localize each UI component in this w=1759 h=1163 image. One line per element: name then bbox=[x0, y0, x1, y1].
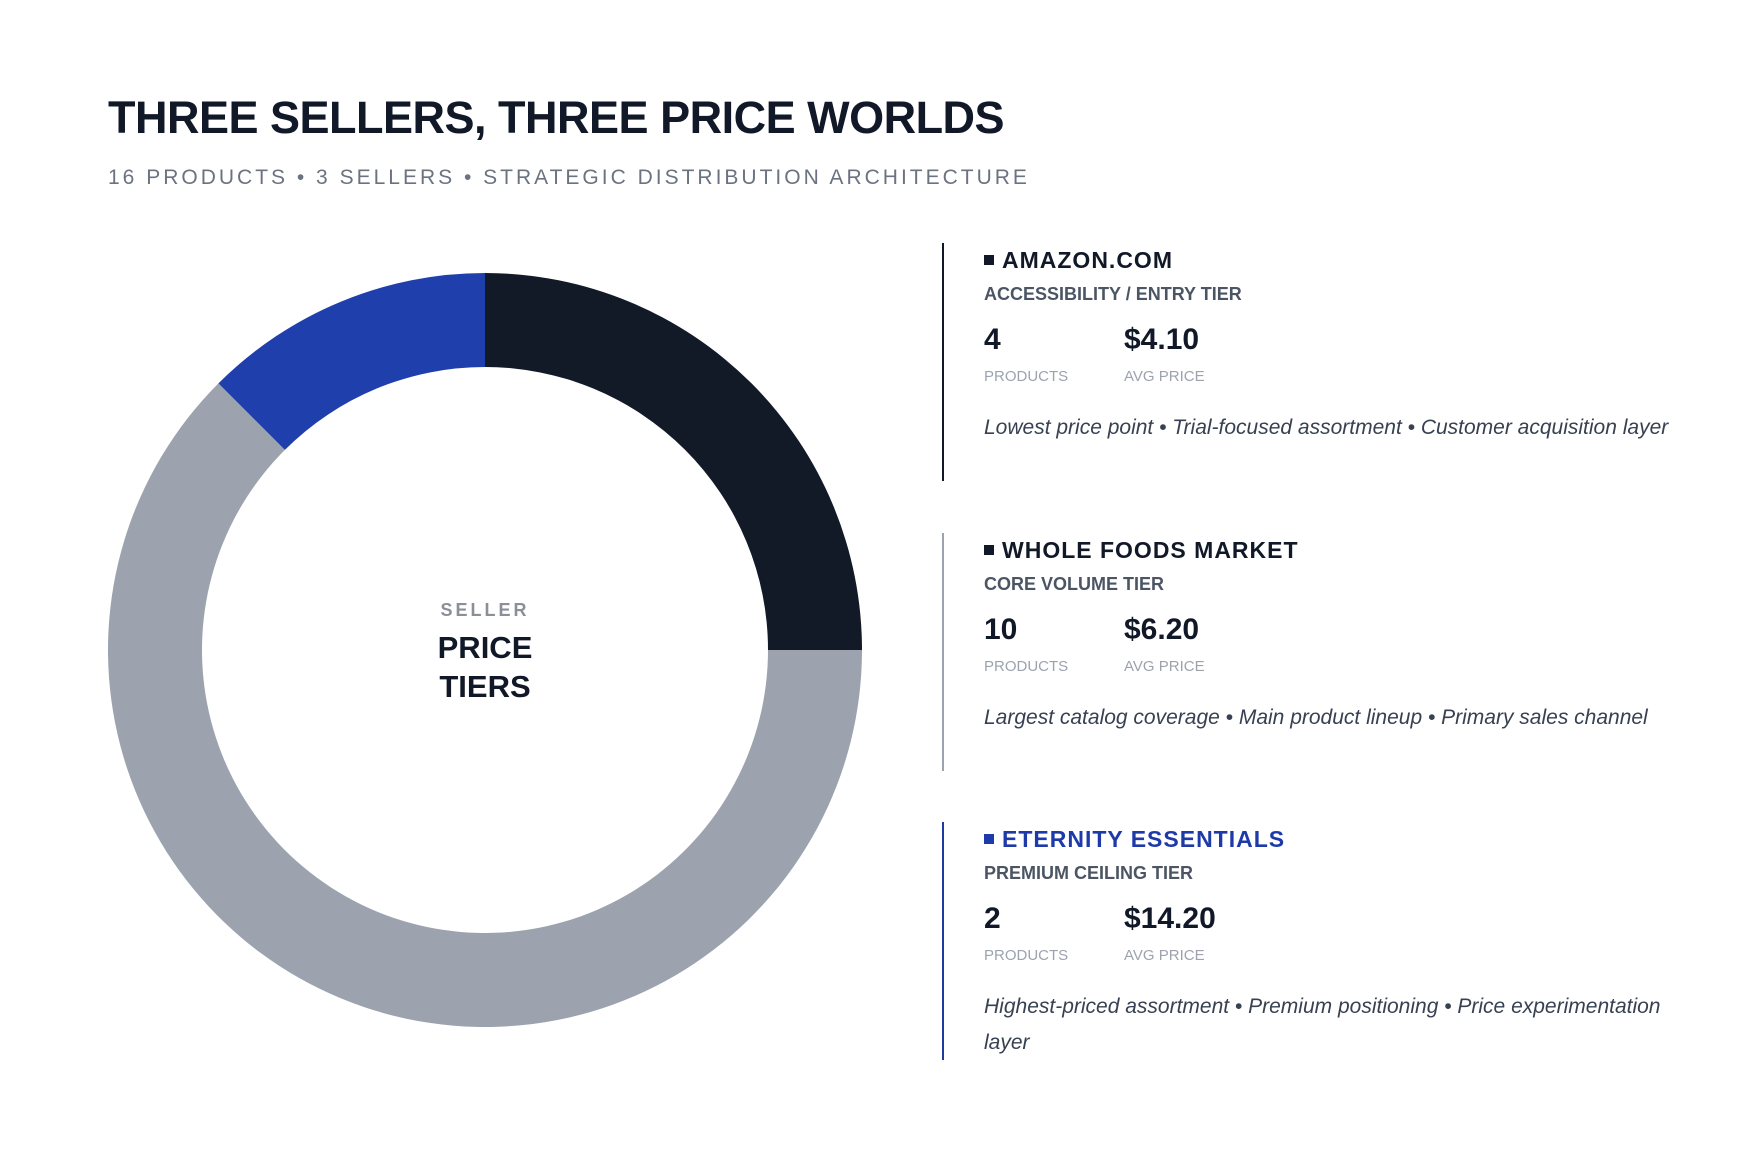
legend-products-value: 2 bbox=[984, 902, 1001, 935]
legend-tier: ACCESSIBILITY / ENTRY TIER bbox=[984, 284, 1242, 304]
legend-seller-name: ETERNITY ESSENTIALS bbox=[984, 826, 1285, 853]
legend-tier: PREMIUM CEILING TIER bbox=[984, 863, 1194, 883]
legend-avg-price-value: $4.10 bbox=[1124, 323, 1200, 356]
legend-seller-name: AMAZON.COM bbox=[984, 247, 1173, 274]
legend-block-eternity: ETERNITY ESSENTIALS PREMIUM CEILING TIER… bbox=[942, 822, 1702, 1060]
square-bullet-icon bbox=[984, 254, 994, 265]
page-subtitle: 16 PRODUCTS • 3 SELLERS • STRATEGIC DIST… bbox=[108, 166, 1030, 189]
legend-seller-label: AMAZON.COM bbox=[1002, 247, 1173, 273]
legend-seller-label: ETERNITY ESSENTIALS bbox=[1002, 826, 1286, 852]
square-bullet-icon bbox=[984, 544, 994, 555]
donut-center-caption: SELLER bbox=[440, 600, 530, 620]
legend-description: Highest-priced assortment • Premium posi… bbox=[984, 995, 1661, 1054]
donut-center-title-line-2: TIERS bbox=[439, 669, 531, 704]
legend-seller-label: WHOLE FOODS MARKET bbox=[1002, 537, 1299, 563]
legend-products-value: 4 bbox=[984, 323, 1001, 356]
legend-products-value: 10 bbox=[984, 613, 1018, 646]
legend-avg-price-label: AVG PRICE bbox=[1124, 368, 1205, 385]
page-title: THREE SELLERS, THREE PRICE WORLDS bbox=[108, 92, 1005, 143]
legend-products-label: PRODUCTS bbox=[984, 658, 1069, 675]
legend-avg-price-label: AVG PRICE bbox=[1124, 947, 1205, 964]
legend-tier: CORE VOLUME TIER bbox=[984, 574, 1165, 594]
legend-block-amazon: AMAZON.COM ACCESSIBILITY / ENTRY TIER 4 … bbox=[942, 243, 1702, 481]
legend-block-whole-foods: WHOLE FOODS MARKET CORE VOLUME TIER 10 $… bbox=[942, 533, 1702, 771]
legend-avg-price-value: $14.20 bbox=[1124, 902, 1216, 935]
legend-products-label: PRODUCTS bbox=[984, 368, 1069, 385]
legend-products-label: PRODUCTS bbox=[984, 947, 1069, 964]
legend-avg-price-label: AVG PRICE bbox=[1124, 658, 1205, 675]
donut-center-title-line-1: PRICE bbox=[437, 630, 533, 665]
legend-seller-name: WHOLE FOODS MARKET bbox=[984, 537, 1299, 564]
legend-avg-price-value: $6.20 bbox=[1124, 613, 1200, 646]
legend-description: Largest catalog coverage • Main product … bbox=[984, 706, 1648, 729]
donut-slice-whole-foods-market bbox=[107, 383, 862, 1027]
legend-description: Lowest price point • Trial-focused assor… bbox=[984, 416, 1669, 439]
donut-slice-eternity-essentials bbox=[218, 273, 485, 450]
donut-slice-amazon-com bbox=[485, 273, 862, 650]
square-bullet-icon bbox=[984, 833, 994, 844]
